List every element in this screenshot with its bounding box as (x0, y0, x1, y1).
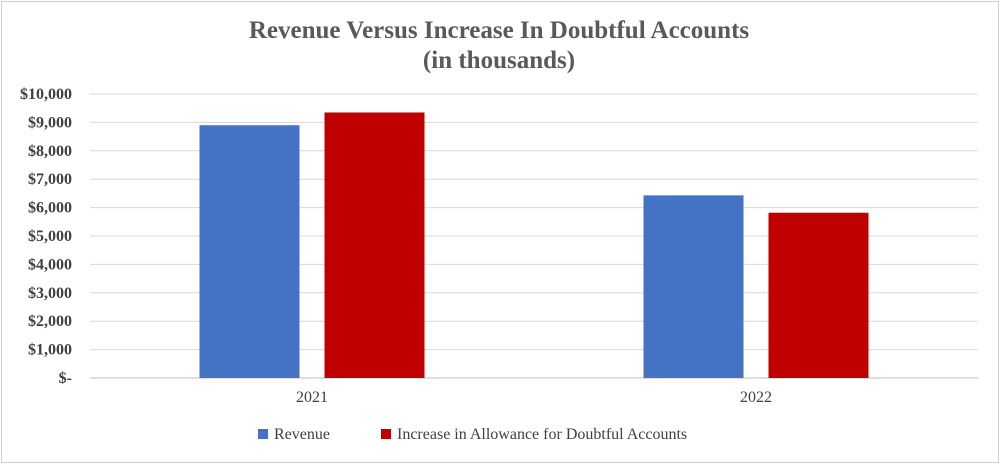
x-category-label: 2022 (740, 389, 772, 406)
y-tick-label: $7,000 (28, 171, 72, 188)
bar-increase-in-allowance-for-doubtful-accounts-2022 (768, 212, 869, 378)
x-category-label: 2021 (296, 389, 328, 406)
y-axis-ticks: $- $1,000 $2,000 $3,000 $4,000 $5,000 $6,000 $7… (20, 86, 72, 387)
y-tick-label: $- (59, 370, 72, 387)
x-axis-categories: 2021 2022 (296, 389, 772, 406)
y-tick-label: $6,000 (28, 200, 72, 217)
legend-swatch (258, 429, 268, 439)
legend-swatch (381, 429, 391, 439)
y-tick-label: $8,000 (28, 143, 72, 160)
legend-label: Increase in Allowance for Doubtful Accou… (397, 426, 687, 443)
bar-increase-in-allowance-for-doubtful-accounts-2021 (324, 112, 425, 379)
y-tick-label: $2,000 (28, 313, 72, 330)
legend: Revenue Increase in Allowance for Doubtfu… (258, 426, 687, 443)
y-tick-label: $4,000 (28, 256, 72, 273)
y-tick-label: $10,000 (20, 86, 72, 103)
legend-label: Revenue (274, 426, 330, 443)
bar-revenue-2022 (643, 195, 744, 378)
bar-revenue-2021 (199, 125, 300, 379)
y-tick-label: $3,000 (28, 285, 72, 302)
y-tick-label: $5,000 (28, 228, 72, 245)
chart-subtitle: (in thousands) (423, 47, 575, 74)
y-tick-label: $1,000 (28, 342, 72, 359)
chart-title: Revenue Versus Increase In Doubtful Acco… (249, 17, 750, 44)
y-tick-label: $9,000 (28, 114, 72, 131)
bars (199, 112, 869, 379)
